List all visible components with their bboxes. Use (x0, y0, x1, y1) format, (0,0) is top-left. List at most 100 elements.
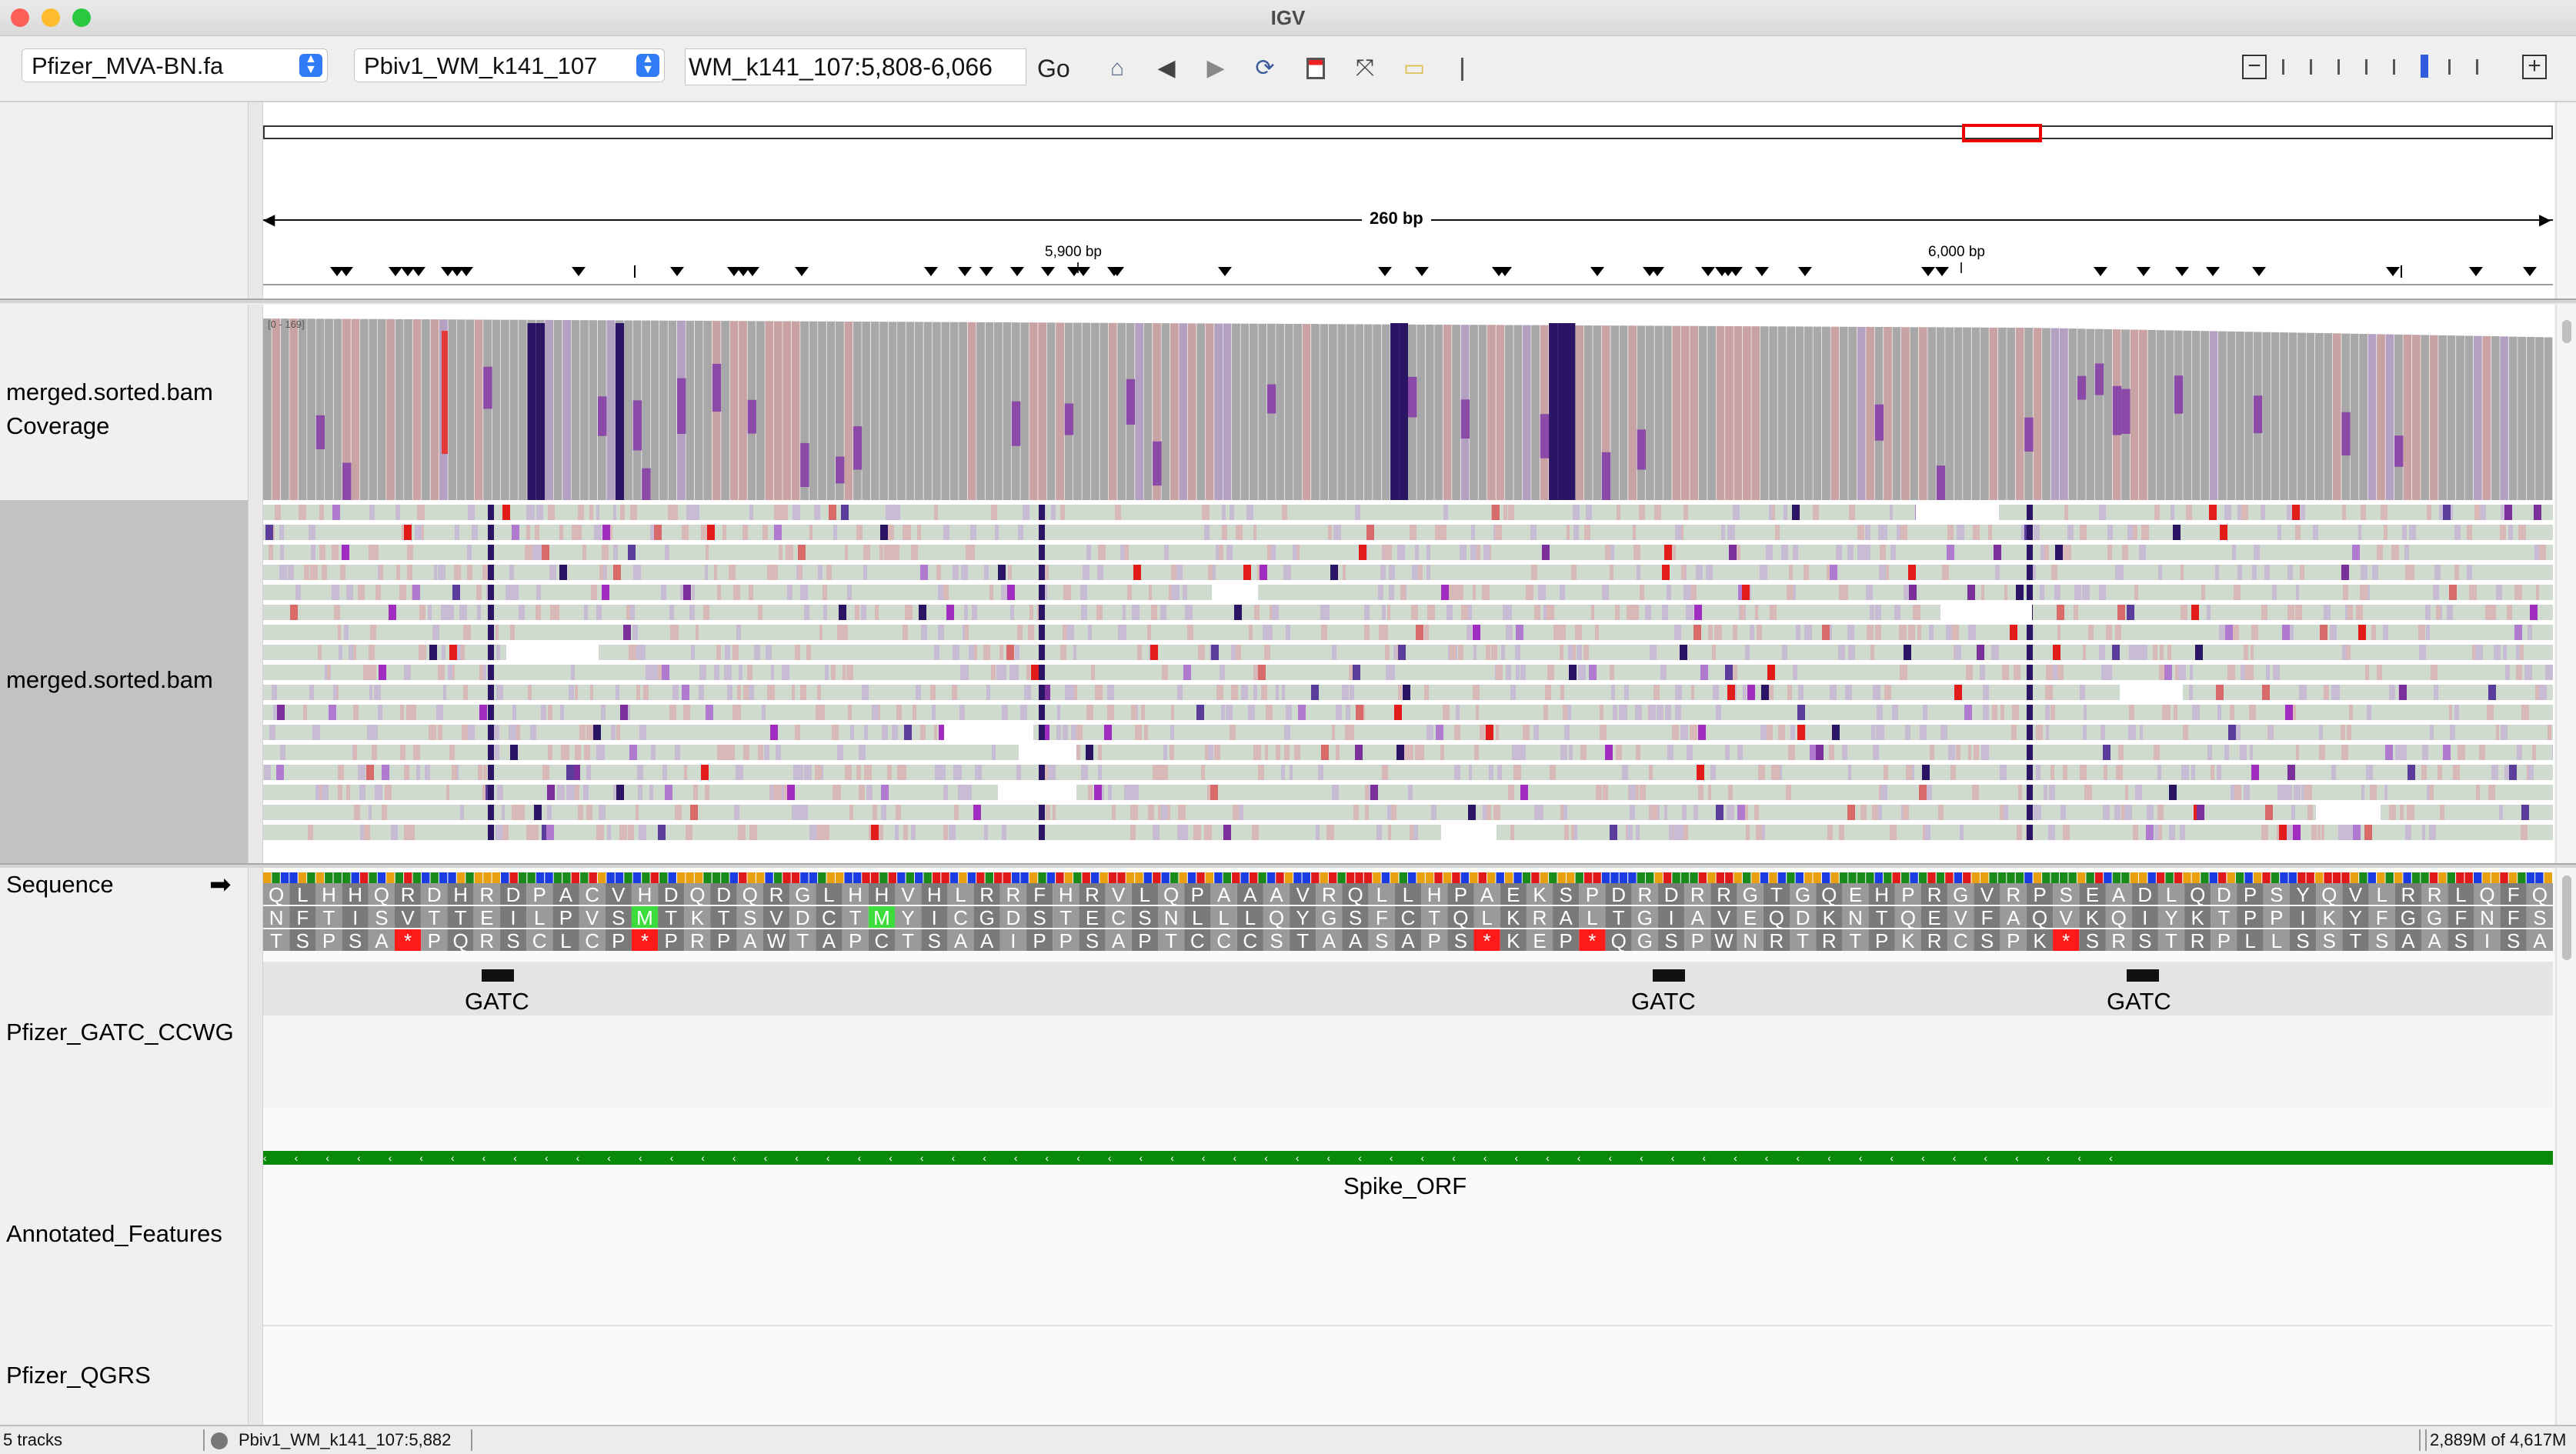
motif-triangle-icon (795, 267, 809, 276)
qgrs-track-name[interactable]: Pfizer_QGRS (6, 1362, 151, 1389)
mismatch-base (1526, 585, 1533, 600)
mismatch-base (1983, 685, 1989, 700)
base (2367, 872, 2376, 883)
spike-orf-feature[interactable]: ‹‹‹‹‹‹‹‹‹‹‹‹‹‹‹‹‹‹‹‹‹‹‹‹‹‹‹‹‹‹‹‹‹‹‹‹‹‹‹‹… (263, 1151, 2553, 1165)
mismatch-base (2230, 705, 2234, 720)
ruler-scrollbar[interactable] (2556, 102, 2576, 298)
gatc-track[interactable]: GATC GATC GATC (263, 962, 2553, 1015)
zoom-window-button[interactable] (72, 8, 91, 27)
coverage-name-cell[interactable]: merged.sorted.bam Coverage (0, 305, 248, 500)
amino-acid (736, 883, 763, 905)
amino-acid-letter: V (1717, 906, 1731, 929)
mismatch-base (2317, 825, 2321, 840)
alignment-name-cell[interactable]: merged.sorted.bam (0, 500, 248, 863)
mismatch-base (2044, 785, 2047, 800)
sequence-bases[interactable] (263, 872, 2553, 883)
panel-divider[interactable] (0, 298, 2576, 303)
fit-to-window-icon[interactable]: ⤧ (1356, 55, 1374, 81)
annotated-features-track-name[interactable]: Annotated_Features (6, 1220, 222, 1247)
coverage-bar (422, 319, 430, 500)
mismatch-base (2174, 705, 2177, 720)
gatc-feature[interactable] (2127, 969, 2159, 982)
back-icon[interactable]: ◀ (1157, 55, 1176, 81)
locus-search-input[interactable]: WM_k141_107:5,808-6,066 (685, 48, 1026, 85)
feature-scrollbar[interactable] (2556, 868, 2576, 1425)
mismatch-base (412, 585, 420, 600)
zoom-tick[interactable] (2337, 59, 2340, 75)
base (1866, 872, 1874, 883)
mismatch-base (629, 745, 637, 760)
mismatch-base (2164, 665, 2172, 680)
forward-icon[interactable]: ▶ (1206, 55, 1225, 81)
zoom-tick[interactable] (2310, 59, 2312, 75)
base (571, 872, 579, 883)
mismatch-base (2158, 565, 2162, 580)
genome-select[interactable]: Pfizer_MVA-BN.fa ▲ ▼ (22, 48, 328, 82)
memory-usage[interactable]: 2,889M of 4,617M (2425, 1429, 2576, 1451)
coverage-bar (1769, 326, 1778, 500)
mismatch-base (969, 645, 974, 660)
amino-acid-letter: P (2244, 883, 2257, 906)
mismatch-base (2287, 765, 2295, 780)
data-scrollbar-thumb[interactable] (2562, 320, 2571, 343)
snp-base (1039, 665, 1045, 680)
mismatch-base (1016, 765, 1021, 780)
panel-divider[interactable] (0, 863, 2576, 868)
mismatch-base (1757, 625, 1762, 640)
mismatch-base (2427, 505, 2431, 520)
coverage-track[interactable] (263, 315, 2553, 500)
zoom-tick[interactable] (2476, 59, 2478, 75)
mismatch-base (2475, 645, 2483, 660)
home-icon[interactable]: ⌂ (1109, 55, 1125, 81)
mismatch-base (2287, 785, 2292, 800)
data-scrollbar[interactable] (2556, 305, 2576, 863)
chromosome-select[interactable]: Pbiv1_WM_k141_107 ▲ ▼ (354, 48, 665, 82)
feature-scrollbar-thumb[interactable] (2562, 875, 2571, 960)
amino-acid-letter: L (560, 929, 571, 952)
mismatch-base (370, 625, 376, 640)
zoom-tick[interactable] (2282, 59, 2284, 75)
amino-acid-letter: R (479, 929, 494, 952)
mismatch-base (419, 605, 425, 620)
amino-acid-letter: I (1668, 906, 1673, 929)
close-window-button[interactable] (11, 8, 29, 27)
amino-acid (1974, 883, 2000, 905)
read-gap (1212, 585, 1258, 600)
region-of-interest-icon[interactable] (1299, 52, 1333, 85)
gatc-feature[interactable] (482, 969, 514, 982)
go-button[interactable]: Go (1037, 55, 1070, 82)
coverage-allele-bar (2121, 389, 2131, 434)
zoom-tick[interactable] (2393, 59, 2395, 75)
zoom-slider-thumb[interactable] (2421, 55, 2428, 78)
gatc-track-name[interactable]: Pfizer_GATC_CCWG (6, 1019, 234, 1045)
mismatch-base (1708, 625, 1713, 640)
mismatch-base (2331, 765, 2336, 780)
ruler-line-icon[interactable] (1461, 58, 1463, 81)
popup-text-icon[interactable]: ▭ (1403, 55, 1426, 81)
gatc-feature[interactable] (1653, 969, 1685, 982)
snp-base (488, 785, 494, 800)
mismatch-base (2454, 525, 2461, 540)
alignment-track[interactable] (263, 503, 2553, 863)
zoom-out-button[interactable]: − (2242, 55, 2267, 79)
base (1593, 872, 1601, 883)
refresh-icon[interactable]: ⟳ (1255, 55, 1275, 81)
mismatch-base (903, 825, 908, 840)
mismatch-base (2049, 785, 2055, 800)
mismatch-base (1725, 745, 1730, 760)
base (1082, 872, 1090, 883)
zoom-tick[interactable] (2448, 59, 2451, 75)
chromosome-ideogram[interactable] (263, 125, 2553, 139)
amino-acid (1763, 929, 1790, 951)
amino-acid (1105, 906, 1132, 928)
minimize-window-button[interactable] (42, 8, 60, 27)
zoom-in-button[interactable]: + (2522, 55, 2547, 79)
sequence-track-name[interactable]: Sequence (6, 871, 114, 898)
mismatch-base (1208, 745, 1213, 760)
amino-acid (1131, 906, 1158, 928)
mismatch-base (2044, 545, 2049, 560)
strand-arrow-icon[interactable]: ➡ (209, 870, 232, 899)
zoom-tick[interactable] (2365, 59, 2367, 75)
mismatch-base (1875, 605, 1881, 620)
